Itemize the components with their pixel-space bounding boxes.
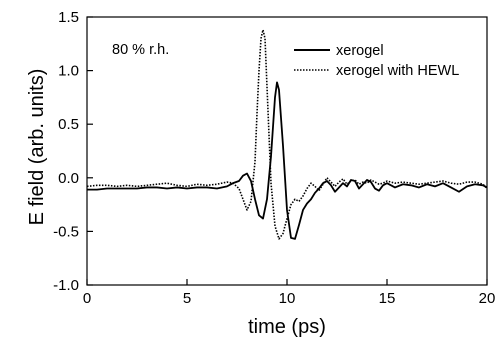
series-line-xerogel-with-hewl xyxy=(86,29,488,240)
y-tick-label: 1.0 xyxy=(58,63,79,80)
legend: xerogel xerogel with HEWL xyxy=(294,43,459,79)
x-axis: 0 5 10 15 20 xyxy=(83,279,496,307)
y-axis: -1.0 -0.5 0.0 0.5 1.0 1.5 xyxy=(53,9,93,294)
humidity-annotation: 80 % r.h. xyxy=(112,42,169,58)
legend-label-xerogel-with-hewl: xerogel with HEWL xyxy=(336,63,459,79)
y-tick-label: 0.5 xyxy=(58,116,79,133)
series-group xyxy=(86,29,488,240)
x-tick-label: 15 xyxy=(379,290,396,307)
x-tick-label: 20 xyxy=(479,290,496,307)
y-tick-label: -0.5 xyxy=(53,223,79,240)
y-tick-label: 1.5 xyxy=(58,9,79,26)
y-tick-label: -1.0 xyxy=(53,277,79,294)
x-tick-label: 0 xyxy=(83,290,91,307)
legend-label-xerogel: xerogel xyxy=(336,43,384,59)
x-axis-title: time (ps) xyxy=(248,316,326,337)
x-tick-label: 5 xyxy=(183,290,191,307)
series-line-xerogel xyxy=(87,81,488,240)
y-axis-title: E field (arb. units) xyxy=(26,69,48,226)
x-tick-label: 10 xyxy=(279,290,296,307)
y-tick-label: 0.0 xyxy=(58,170,79,187)
